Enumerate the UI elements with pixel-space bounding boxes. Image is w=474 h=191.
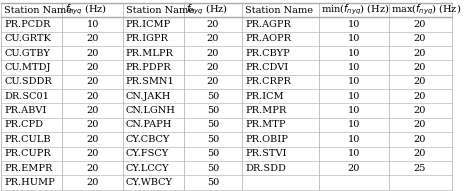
Text: 20: 20 (414, 34, 426, 43)
Text: CY.FSCY: CY.FSCY (126, 149, 169, 158)
Text: 20: 20 (207, 20, 219, 29)
Text: PR.EMPR: PR.EMPR (4, 163, 53, 173)
Text: 10: 10 (347, 77, 360, 86)
Text: 50: 50 (207, 149, 219, 158)
Text: PR.CRPR: PR.CRPR (245, 77, 291, 86)
Text: PR.ICM: PR.ICM (245, 92, 283, 101)
Text: 10: 10 (347, 121, 360, 129)
Text: Station Name: Station Name (4, 6, 72, 15)
Text: 20: 20 (347, 163, 360, 173)
Text: 20: 20 (86, 34, 99, 43)
Text: 50: 50 (207, 178, 219, 187)
Text: CN.PAPH: CN.PAPH (126, 121, 172, 129)
Text: CU.GTBY: CU.GTBY (4, 49, 50, 58)
Text: CN.JAKH: CN.JAKH (126, 92, 171, 101)
Text: 20: 20 (414, 92, 426, 101)
Text: PR.CULB: PR.CULB (4, 135, 51, 144)
Text: 20: 20 (86, 163, 99, 173)
Text: CU.SDDR: CU.SDDR (4, 77, 52, 86)
Text: 10: 10 (347, 49, 360, 58)
Text: PR.ICMP: PR.ICMP (126, 20, 171, 29)
Text: 10: 10 (86, 20, 99, 29)
Text: max($f_{nyq}$) (Hz): max($f_{nyq}$) (Hz) (391, 3, 462, 17)
Text: 10: 10 (347, 149, 360, 158)
Text: 20: 20 (414, 77, 426, 86)
Text: 20: 20 (86, 92, 99, 101)
Text: PR.CUPR: PR.CUPR (4, 149, 51, 158)
Text: 10: 10 (347, 63, 360, 72)
Text: 25: 25 (414, 163, 426, 173)
Text: CY.CBCY: CY.CBCY (126, 135, 170, 144)
Text: 20: 20 (414, 149, 426, 158)
Text: 10: 10 (347, 92, 360, 101)
Text: PR.MPR: PR.MPR (245, 106, 286, 115)
Text: 20: 20 (414, 20, 426, 29)
Text: 20: 20 (414, 63, 426, 72)
Text: PR.CPD: PR.CPD (4, 121, 43, 129)
Text: PR.IGPR: PR.IGPR (126, 34, 168, 43)
Text: DR.SDD: DR.SDD (245, 163, 286, 173)
Text: 20: 20 (414, 106, 426, 115)
Text: 20: 20 (207, 49, 219, 58)
Text: 20: 20 (86, 77, 99, 86)
Text: PR.AGPR: PR.AGPR (245, 20, 291, 29)
Text: CN.LGNH: CN.LGNH (126, 106, 175, 115)
Text: 20: 20 (86, 63, 99, 72)
Text: 20: 20 (207, 77, 219, 86)
Text: 50: 50 (207, 121, 219, 129)
Text: PR.AOPR: PR.AOPR (245, 34, 291, 43)
Text: 20: 20 (414, 135, 426, 144)
Text: PR.PCDR: PR.PCDR (4, 20, 50, 29)
Text: 20: 20 (86, 149, 99, 158)
Text: 20: 20 (207, 63, 219, 72)
Text: PR.OBIP: PR.OBIP (245, 135, 288, 144)
Text: PR.MLPR: PR.MLPR (126, 49, 173, 58)
Text: CU.MTDJ: CU.MTDJ (4, 63, 51, 72)
Text: PR.HUMP: PR.HUMP (4, 178, 55, 187)
Text: 50: 50 (207, 163, 219, 173)
Text: 20: 20 (207, 34, 219, 43)
Text: PR.ABVI: PR.ABVI (4, 106, 46, 115)
Text: 20: 20 (86, 106, 99, 115)
Text: 10: 10 (347, 135, 360, 144)
Text: PR.CBYP: PR.CBYP (245, 49, 290, 58)
Text: DR.SC01: DR.SC01 (4, 92, 49, 101)
Text: PR.STVI: PR.STVI (245, 149, 286, 158)
Text: 50: 50 (207, 106, 219, 115)
Text: $f_{nyq}$ (Hz): $f_{nyq}$ (Hz) (65, 3, 107, 17)
Text: 10: 10 (347, 34, 360, 43)
Text: min($f_{nyq}$) (Hz): min($f_{nyq}$) (Hz) (321, 3, 390, 17)
Text: CU.GRTK: CU.GRTK (4, 34, 51, 43)
Text: 50: 50 (207, 135, 219, 144)
Text: 20: 20 (86, 121, 99, 129)
Text: Station Name: Station Name (126, 6, 194, 15)
Text: Station Name: Station Name (245, 6, 313, 15)
Text: CY.WBCY: CY.WBCY (126, 178, 173, 187)
Text: $f_{nyq}$ (Hz): $f_{nyq}$ (Hz) (186, 3, 228, 17)
Text: PR.MTP: PR.MTP (245, 121, 285, 129)
Text: 20: 20 (86, 49, 99, 58)
Text: 50: 50 (207, 92, 219, 101)
Text: 20: 20 (414, 121, 426, 129)
Text: PR.SMN1: PR.SMN1 (126, 77, 174, 86)
Text: 20: 20 (414, 49, 426, 58)
Text: CY.LCCY: CY.LCCY (126, 163, 169, 173)
Text: PR.PDPR: PR.PDPR (126, 63, 171, 72)
Text: 20: 20 (86, 178, 99, 187)
Text: 20: 20 (86, 135, 99, 144)
Text: 10: 10 (347, 20, 360, 29)
Text: PR.CDVI: PR.CDVI (245, 63, 288, 72)
Text: 10: 10 (347, 106, 360, 115)
